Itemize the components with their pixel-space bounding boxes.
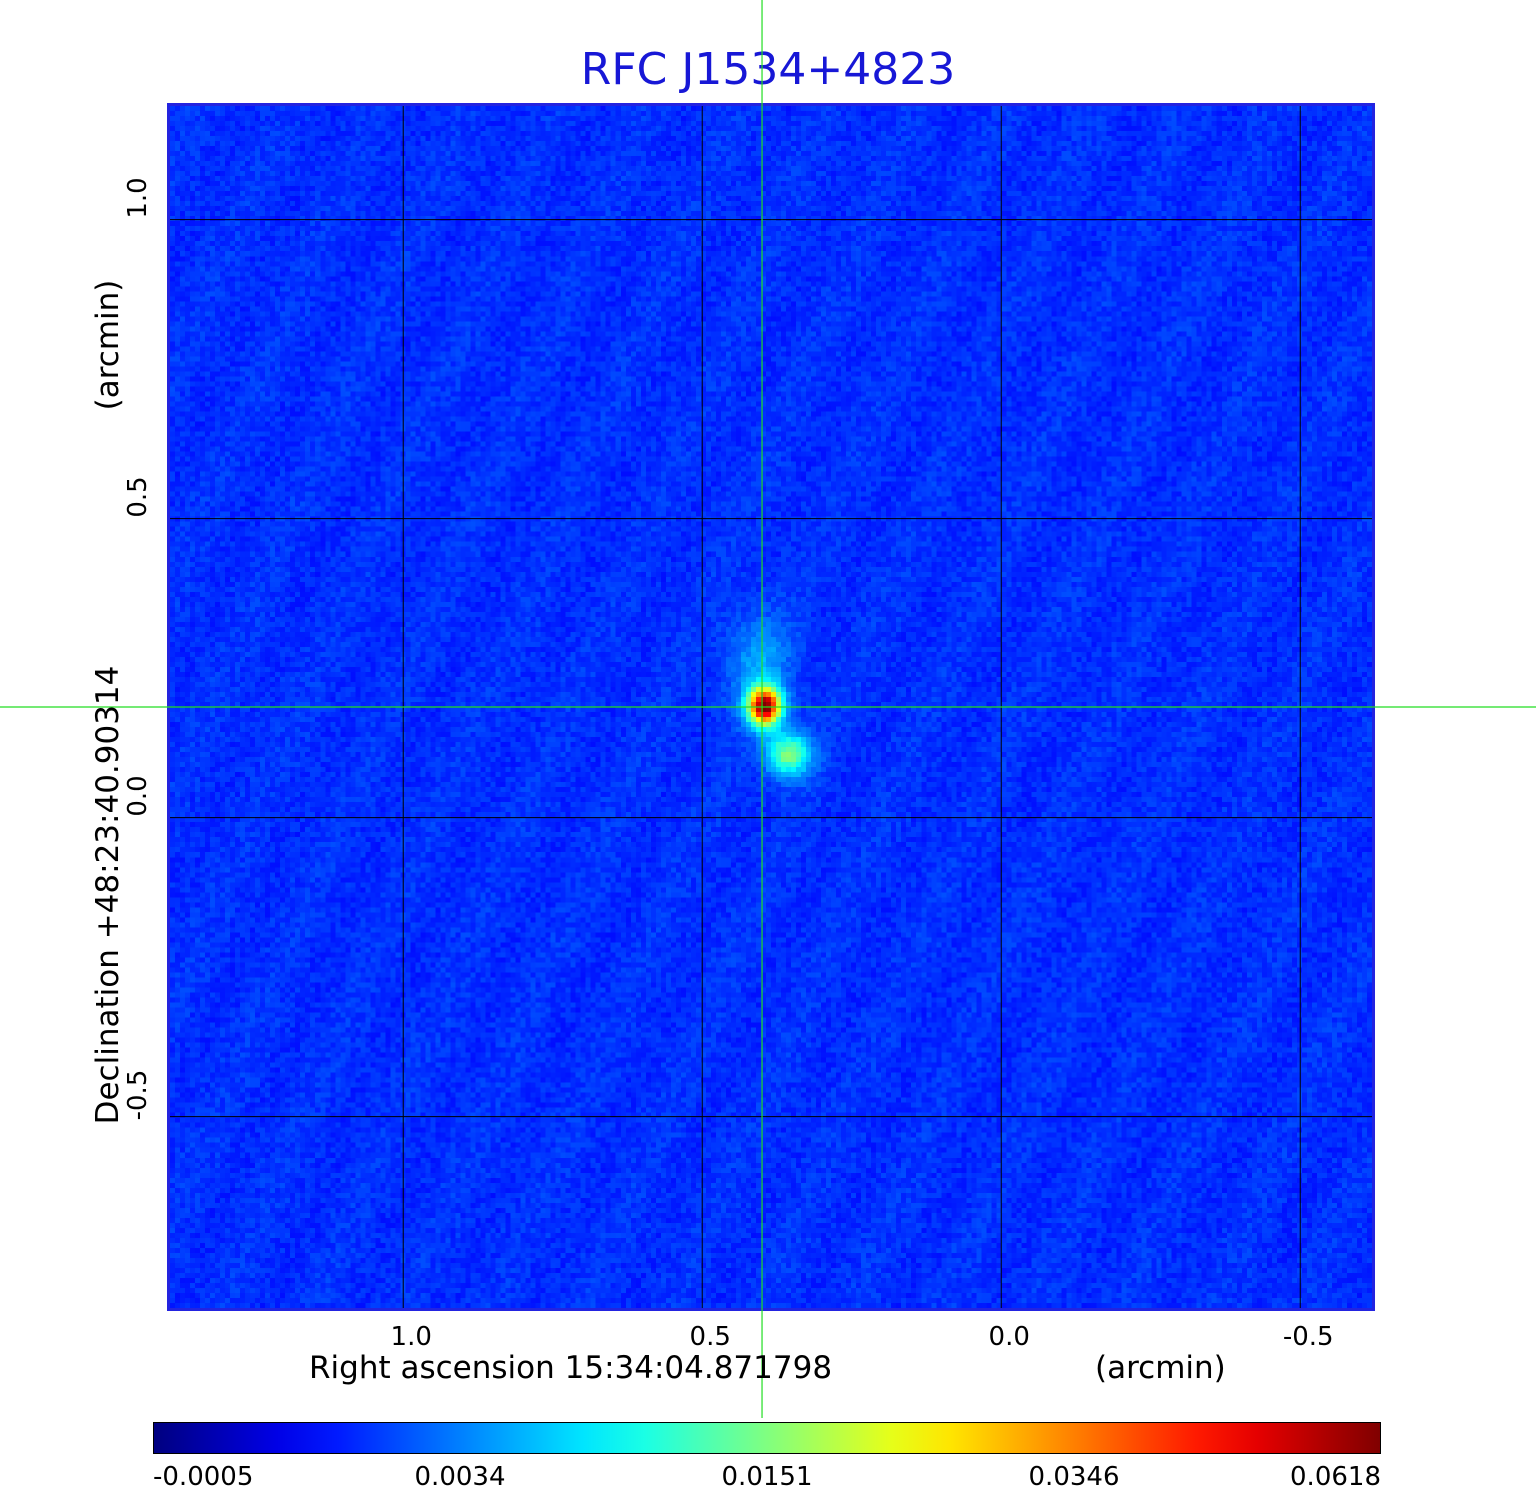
colorbar-tick-label: -0.0005 [153, 1462, 254, 1492]
y-tick-label: 0.5 [123, 475, 153, 518]
colorbar [153, 1422, 1381, 1454]
colorbar-tick-label: 0.0618 [1290, 1462, 1381, 1492]
x-tick-label: 1.0 [390, 1322, 432, 1352]
colorbar-tick-label: 0.0034 [414, 1462, 506, 1492]
y-tick-label: 0.0 [123, 774, 153, 817]
x-tick-label: 0.0 [988, 1322, 1030, 1352]
coordinate-grid [170, 106, 1372, 1308]
x-axis-label: Right ascension 15:34:04.871798 [309, 1350, 833, 1386]
x-axis-unit: (arcmin) [1095, 1350, 1226, 1386]
y-axis-label: Declination +48:23:40.90314 [90, 665, 126, 1125]
colorbar-tick-label: 0.0346 [1028, 1462, 1120, 1492]
x-tick-label: -0.5 [1282, 1322, 1334, 1352]
y-tick-label: -0.5 [123, 1069, 153, 1120]
x-tick-label: 0.5 [689, 1322, 731, 1352]
image-frame[interactable] [167, 103, 1375, 1311]
y-axis-unit: (arcmin) [90, 279, 126, 411]
colorbar-tick-label: 0.0151 [721, 1462, 813, 1492]
y-tick-label: 1.0 [123, 176, 153, 219]
image-title: RFC J1534+4823 [580, 44, 956, 95]
